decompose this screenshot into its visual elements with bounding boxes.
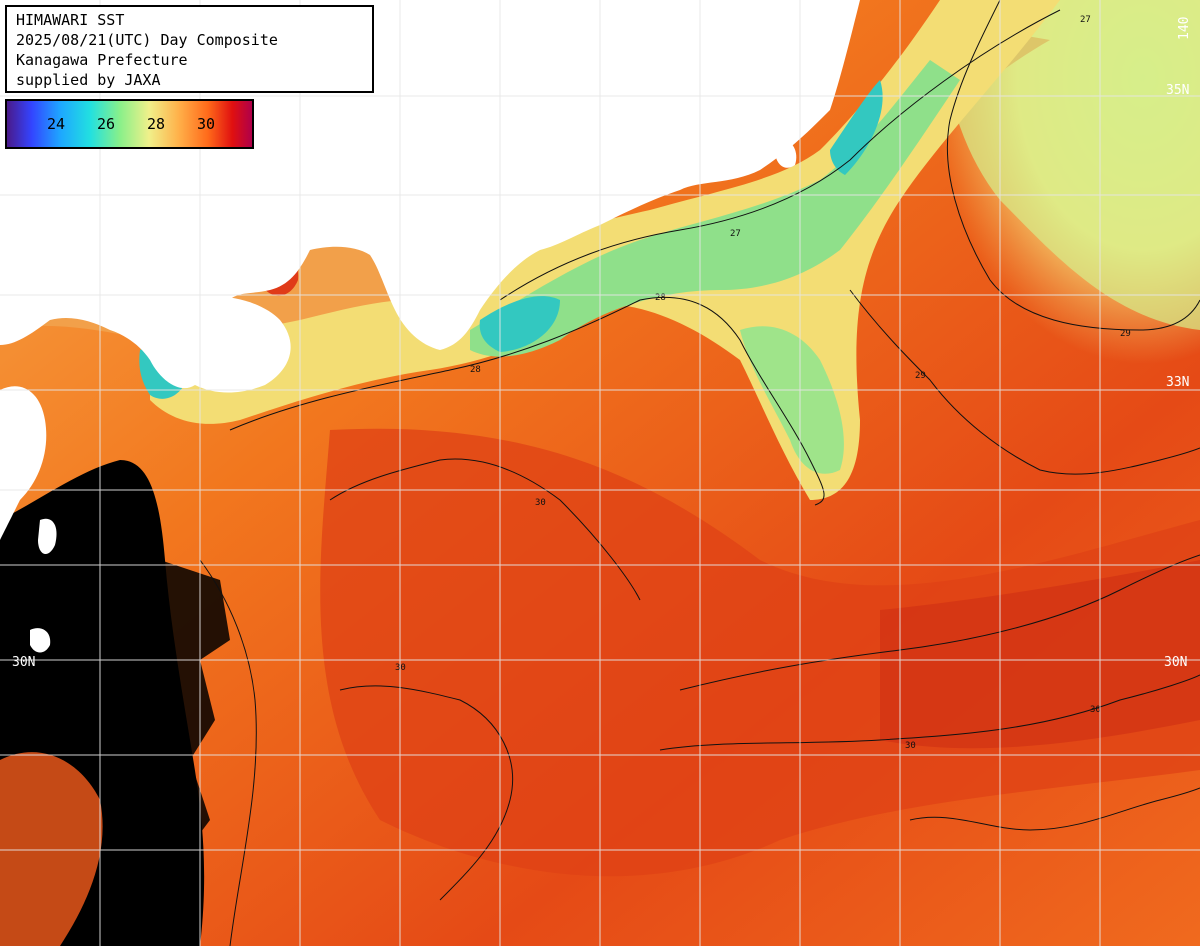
land-nodata-island bbox=[30, 628, 51, 653]
land-nodata-island-2 bbox=[38, 518, 57, 555]
hot-core-region-2 bbox=[880, 560, 1200, 749]
land-small-island bbox=[475, 158, 496, 187]
cool-tongue bbox=[740, 326, 844, 474]
title-date: 2025/08/21(UTC) Day Composite bbox=[16, 31, 278, 49]
grid-label-33n: 33N bbox=[1166, 375, 1189, 390]
grid-label-35n: 35N bbox=[1166, 83, 1189, 98]
title-region: Kanagawa Prefecture bbox=[16, 51, 188, 69]
coastal-cold-band bbox=[470, 60, 960, 357]
grid-label-140: 140 bbox=[1177, 17, 1192, 40]
grid-label-136e: 136E bbox=[484, 11, 499, 42]
contour-29-sw bbox=[199, 559, 257, 946]
contour-30-mid bbox=[679, 554, 1200, 691]
color-legend: 24 26 28 30 bbox=[5, 99, 254, 149]
contour-label-30d: 30 bbox=[535, 498, 546, 508]
contour-29-east bbox=[946, 0, 1200, 331]
cool-ne-region-fill bbox=[940, 0, 1200, 330]
contour-28-east bbox=[849, 289, 1200, 475]
legend-tick-26: 26 bbox=[97, 115, 116, 133]
contour-label-30c: 30 bbox=[905, 741, 916, 751]
contour-label-30a: 30 bbox=[1090, 705, 1101, 715]
contour-label-29b: 29 bbox=[1120, 329, 1131, 339]
legend-tick-24: 24 bbox=[47, 115, 66, 133]
coastal-coldest-patch-2 bbox=[830, 80, 883, 175]
contour-label-29a: 29 bbox=[915, 371, 926, 381]
contour-30-south bbox=[659, 674, 1200, 751]
contour-30-se bbox=[909, 787, 1200, 831]
title-product: HIMAWARI SST bbox=[16, 11, 125, 29]
land-small-island-2 bbox=[775, 139, 797, 168]
contour-label-27b: 27 bbox=[730, 229, 741, 239]
contour-label-28a: 28 bbox=[470, 365, 481, 375]
contour-30-west bbox=[329, 458, 641, 601]
grid-label-30n-left: 30N bbox=[12, 655, 35, 670]
coastal-cool-band bbox=[150, 0, 1060, 500]
legend-tick-30: 30 bbox=[197, 115, 216, 133]
legend-tick-28: 28 bbox=[147, 115, 166, 133]
title-box: HIMAWARI SST 2025/08/21(UTC) Day Composi… bbox=[5, 5, 374, 93]
hot-core-region bbox=[320, 428, 1200, 877]
title-source: supplied by JAXA bbox=[16, 71, 161, 89]
contours bbox=[199, 0, 1200, 946]
contour-label-28b: 28 bbox=[655, 293, 666, 303]
contour-label-27a: 27 bbox=[1080, 15, 1091, 25]
land-honshu bbox=[0, 0, 860, 389]
contour-28-north bbox=[229, 296, 825, 506]
contour-27-coast bbox=[499, 9, 1061, 301]
west-warm-fringe bbox=[0, 752, 103, 946]
land-shikoku bbox=[178, 296, 291, 393]
land-kyushu bbox=[0, 386, 47, 540]
grid-label-30n-right: 30N bbox=[1164, 655, 1187, 670]
